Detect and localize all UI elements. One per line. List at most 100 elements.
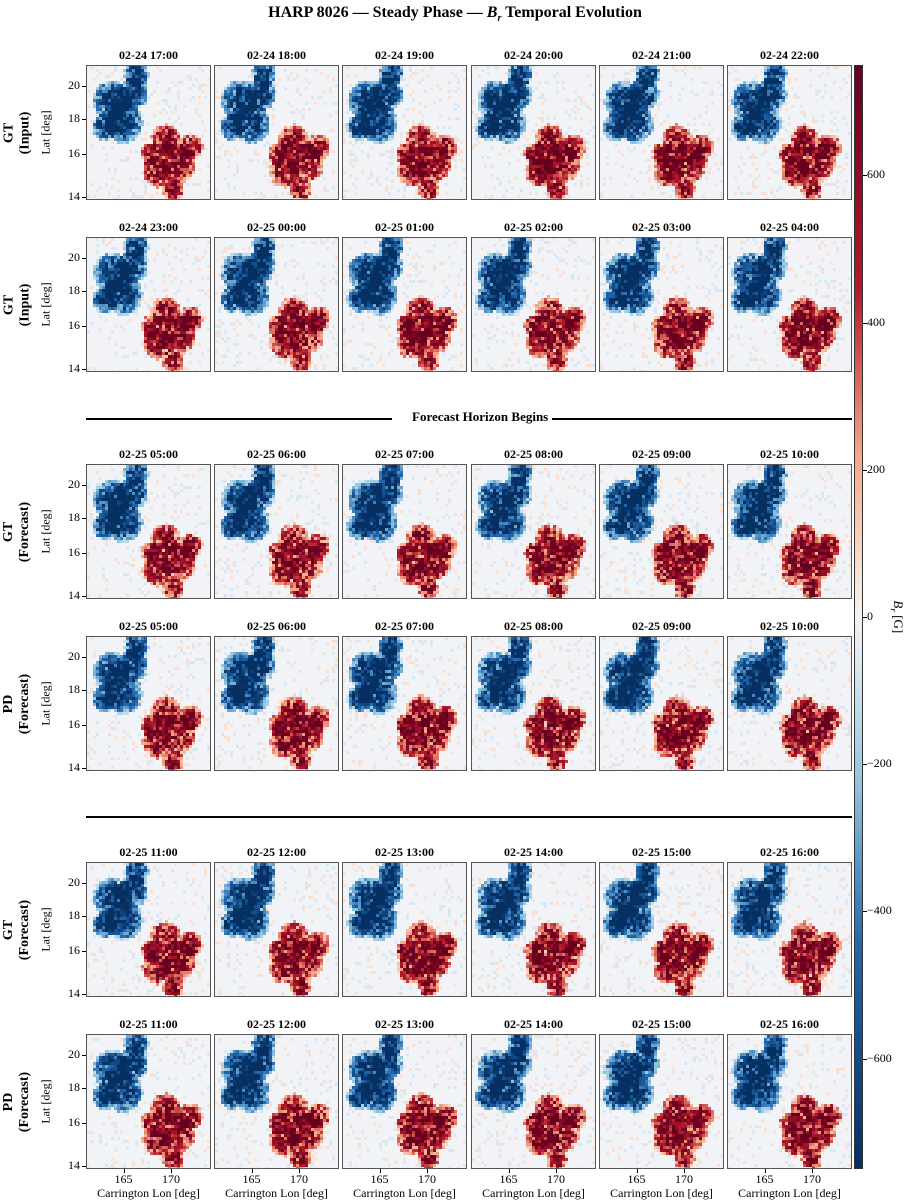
y-tick-label: 14	[60, 189, 80, 204]
br-map-image	[215, 637, 338, 770]
y-tick-label: 16	[60, 318, 80, 333]
row-label-line1: GT	[1, 899, 17, 959]
y-tick-label: 20	[60, 78, 80, 93]
br-map-image	[728, 863, 851, 996]
panel-timestamp: 02-24 18:00	[214, 48, 339, 63]
row-label: GT (Input)	[1, 237, 32, 372]
y-tick-mark	[82, 656, 86, 658]
br-map-image	[343, 637, 466, 770]
br-map-panel	[214, 237, 339, 372]
br-map-panel	[599, 237, 724, 372]
panel-timestamp: 02-25 13:00	[342, 845, 467, 860]
row-label-line1: GT	[1, 501, 17, 561]
row-label: PD (Forecast)	[1, 636, 33, 771]
y-tick-label: 14	[60, 986, 80, 1001]
y-axis-label: Lat [deg]	[38, 862, 54, 997]
row-label-line2: (Forecast)	[17, 501, 33, 561]
x-tick-mark	[171, 1169, 172, 1173]
panel-timestamp: 02-25 13:00	[342, 1017, 467, 1032]
y-tick-label: 20	[60, 1047, 80, 1062]
br-map-image	[728, 637, 851, 770]
y-tick-label: 16	[60, 545, 80, 560]
y-tick-mark	[82, 553, 86, 555]
x-tick-mark	[508, 1169, 510, 1173]
y-tick-label: 18	[60, 908, 80, 923]
colorbar-tick-mark	[863, 911, 867, 913]
br-map-panel	[342, 65, 467, 200]
colorbar-tick-label: 200	[867, 462, 885, 477]
colorbar-tick-mark	[863, 617, 867, 618]
br-map-panel	[727, 636, 852, 771]
colorbar-tick-label: −200	[867, 756, 892, 771]
colorbar-tick-label: 600	[867, 167, 885, 182]
x-tick-mark	[299, 1169, 300, 1173]
row-label-line2: (Forecast)	[17, 673, 33, 733]
br-map-panel	[599, 65, 724, 200]
section-separator-line	[86, 816, 852, 818]
x-tick-mark	[556, 1169, 557, 1173]
br-map-image	[343, 66, 466, 199]
x-tick-label: 170	[669, 1172, 699, 1187]
x-axis-label: Carrington Lon [deg]	[86, 1186, 211, 1201]
br-map-image	[600, 637, 723, 770]
br-map-image	[343, 238, 466, 371]
panel-timestamp: 02-25 05:00	[86, 447, 211, 462]
br-map-image	[728, 465, 851, 598]
colorbar-tick-mark	[863, 175, 867, 177]
y-tick-mark	[82, 690, 86, 691]
y-tick-label: 16	[60, 717, 80, 732]
row-label-line1: GT	[1, 111, 17, 154]
br-map-image	[343, 1035, 466, 1168]
x-tick-mark	[379, 1169, 381, 1173]
br-map-panel	[471, 237, 596, 372]
x-tick-mark	[636, 1169, 638, 1173]
br-map-panel	[342, 1034, 467, 1169]
br-map-panel	[727, 862, 852, 997]
y-tick-label: 18	[60, 283, 80, 298]
panel-timestamp: 02-25 08:00	[471, 447, 596, 462]
panel-timestamp: 02-25 14:00	[471, 845, 596, 860]
br-map-panel	[342, 862, 467, 997]
colorbar-label-text: Br [G]	[888, 601, 906, 634]
x-axis-label: Carrington Lon [deg]	[727, 1186, 852, 1201]
y-axis-label: Lat [deg]	[38, 636, 54, 771]
y-tick-mark	[82, 368, 86, 370]
br-map-panel	[342, 636, 467, 771]
colorbar-tick-mark	[863, 469, 867, 471]
x-tick-label: 170	[541, 1172, 571, 1187]
panel-timestamp: 02-25 09:00	[599, 447, 724, 462]
br-map-panel	[214, 862, 339, 997]
row-label: PD (Forecast)	[1, 1034, 32, 1169]
x-tick-label: 170	[156, 1172, 186, 1187]
y-tick-mark	[82, 85, 86, 87]
row-label-line2: (Forecast)	[17, 899, 33, 959]
br-map-image	[215, 465, 338, 598]
y-tick-mark	[82, 993, 86, 995]
y-tick-mark	[82, 595, 86, 597]
colorbar-tick-mark	[863, 764, 867, 766]
br-map-panel	[471, 862, 596, 997]
row-label-text: GT (Forecast)	[1, 899, 33, 959]
panel-timestamp: 02-25 09:00	[599, 619, 724, 634]
br-map-panel	[599, 636, 724, 771]
br-map-panel	[86, 65, 211, 200]
br-map-image	[87, 465, 210, 598]
br-map-image	[343, 465, 466, 598]
br-map-panel	[214, 636, 339, 771]
br-map-image	[728, 238, 851, 371]
br-map-image	[472, 863, 595, 996]
forecast-separator-label: Forecast Horizon Begins	[388, 409, 553, 425]
y-tick-mark	[82, 326, 86, 328]
colorbar-tick-mark	[863, 1058, 867, 1060]
br-map-image	[728, 1035, 851, 1168]
x-tick-label: 170	[797, 1172, 827, 1187]
panel-timestamp: 02-24 20:00	[471, 48, 596, 63]
br-map-panel	[599, 862, 724, 997]
br-map-panel	[471, 65, 596, 200]
panel-timestamp: 02-25 00:00	[214, 220, 339, 235]
br-map-panel	[471, 464, 596, 599]
panel-timestamp: 02-25 14:00	[471, 1017, 596, 1032]
panel-timestamp: 02-25 01:00	[342, 220, 467, 235]
panel-timestamp: 02-25 11:00	[86, 1017, 211, 1032]
y-tick-label: 18	[60, 111, 80, 126]
